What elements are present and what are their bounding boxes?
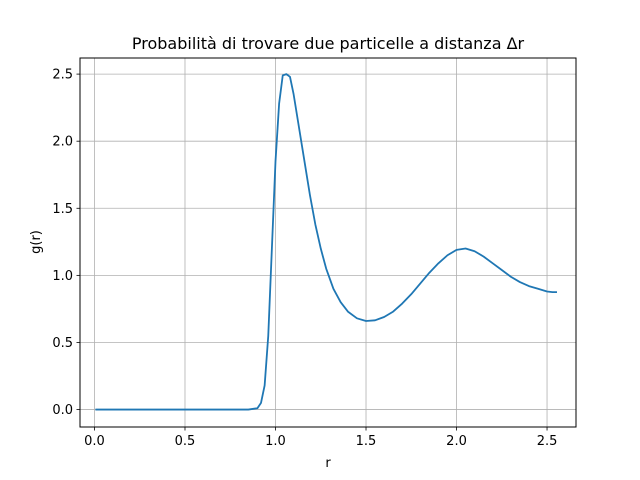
x-tick-label: 1.0 <box>265 434 286 449</box>
plot-area-frame <box>79 57 577 428</box>
y-tick-label: 2.5 <box>52 68 73 83</box>
y-tick-label: 2.0 <box>52 135 73 150</box>
x-axis-label: r <box>325 456 331 471</box>
x-tick-label: 1.5 <box>356 434 377 449</box>
series-line-group <box>95 73 557 411</box>
x-tick-label: 0.5 <box>175 434 196 449</box>
chart-title: Probabilità di trovare due particelle a … <box>132 34 525 53</box>
y-axis-label: g(r) <box>29 230 44 254</box>
x-tick-label: 2.0 <box>446 434 467 449</box>
y-tick-label: 0.5 <box>52 336 73 351</box>
y-tick-label: 1.5 <box>52 202 73 217</box>
y-tick-label: 0.0 <box>52 403 73 418</box>
y-tick-label: 1.0 <box>52 269 73 284</box>
x-tick-label: 2.5 <box>537 434 558 449</box>
ticks: 0.0 0.5 1.0 1.5 2.0 2.5 0.0 0.5 1.0 1.5 2.0 2.5 <box>52 68 557 449</box>
series-line <box>95 73 557 411</box>
x-tick-label: 0.0 <box>84 434 105 449</box>
